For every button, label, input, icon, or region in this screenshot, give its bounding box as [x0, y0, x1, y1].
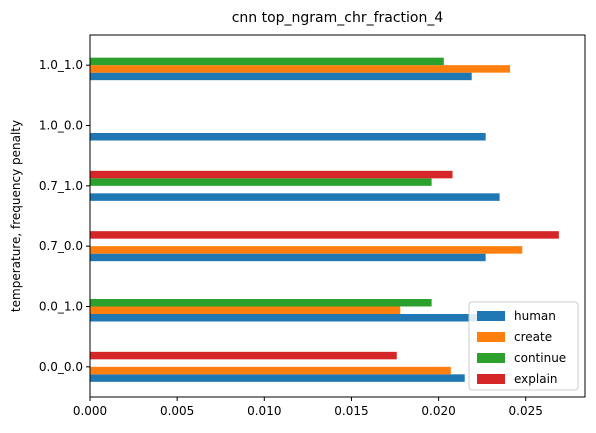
- y-tick-label: 0.7_1.0: [39, 179, 83, 193]
- x-tick-label: 0.000: [73, 404, 107, 418]
- legend: human create continue explain: [468, 301, 579, 391]
- legend-swatch-human: [477, 311, 505, 321]
- x-tick-label: 0.025: [509, 404, 543, 418]
- bar-human-0.0_0.0: [90, 374, 465, 382]
- bar-human-1.0_1.0: [90, 72, 472, 81]
- x-tick-label: 0.005: [160, 404, 194, 418]
- y-tick-label: 0.7_0.0: [39, 239, 83, 253]
- bar-continue-1.0_1.0: [90, 57, 444, 66]
- bar-continue-0.7_1.0: [90, 178, 432, 186]
- bar-human-1.0_0.0: [90, 133, 486, 141]
- bar-human-0.7_0.0: [90, 253, 486, 262]
- legend-label-create: create: [514, 330, 552, 344]
- bar-continue-0.0_1.0: [90, 299, 432, 307]
- legend-swatch-create: [477, 332, 505, 342]
- plot-frame: [89, 34, 586, 398]
- x-axis-ticks: 0.000 0.005 0.010 0.015 0.020 0.025: [73, 397, 543, 418]
- bar-human-0.0_1.0: [90, 314, 477, 322]
- bar-create-0.0_1.0: [90, 306, 401, 314]
- bar-human-0.7_1.0: [90, 193, 500, 201]
- bar-explain-0.7_1.0: [90, 170, 453, 179]
- bar-create-0.0_0.0: [90, 366, 451, 375]
- x-tick-label: 0.020: [421, 404, 455, 418]
- bar-create-0.7_0.0: [90, 246, 523, 254]
- y-tick-label: 0.0_1.0: [39, 300, 83, 314]
- bar-explain-0.7_0.0: [90, 231, 559, 239]
- x-tick-label: 0.015: [334, 404, 368, 418]
- bar-explain-0.0_0.0: [90, 351, 397, 360]
- legend-swatch-explain: [477, 374, 505, 384]
- legend-label-human: human: [514, 309, 556, 323]
- y-tick-label: 1.0_0.0: [39, 119, 83, 133]
- legend-swatch-continue: [477, 353, 505, 363]
- y-axis-label: temperature, frequency penalty: [9, 120, 23, 312]
- y-tick-label: 0.0_0.0: [39, 360, 83, 374]
- x-tick-label: 0.010: [247, 404, 281, 418]
- bars-layer: [90, 57, 559, 382]
- y-axis-ticks: 0.0_0.0 0.0_1.0 0.7_0.0 0.7_1.0 1.0_0.0 1.0_1…: [39, 58, 90, 374]
- bar-create-1.0_1.0: [90, 65, 511, 73]
- legend-label-continue: continue: [514, 351, 566, 365]
- legend-box: [468, 301, 579, 391]
- legend-label-explain: explain: [514, 372, 558, 386]
- y-tick-label: 1.0_1.0: [39, 58, 83, 72]
- chart-title: cnn top_ngram_chr_fraction_4: [232, 10, 444, 26]
